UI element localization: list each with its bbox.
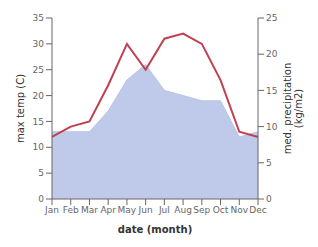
svg-text:date (month): date (month) [118, 224, 192, 235]
svg-text:max temp (C): max temp (C) [15, 74, 26, 143]
svg-text:30: 30 [33, 39, 45, 49]
svg-text:25: 25 [33, 65, 44, 75]
svg-text:15: 15 [33, 117, 44, 127]
svg-text:25: 25 [266, 13, 277, 23]
svg-text:Aug: Aug [174, 205, 192, 215]
svg-text:Dec: Dec [249, 205, 266, 215]
svg-text:Apr: Apr [100, 205, 116, 215]
svg-text:May: May [118, 205, 137, 215]
svg-text:5: 5 [38, 168, 44, 178]
svg-text:Jan: Jan [44, 205, 59, 215]
svg-text:0: 0 [38, 194, 44, 204]
svg-text:15: 15 [266, 86, 277, 96]
svg-text:5: 5 [266, 158, 272, 168]
svg-text:10: 10 [33, 142, 45, 152]
svg-text:Mar: Mar [81, 205, 98, 215]
svg-text:0: 0 [266, 194, 272, 204]
svg-text:10: 10 [266, 122, 278, 132]
svg-text:Sep: Sep [193, 205, 210, 215]
svg-text:Jun: Jun [138, 205, 153, 215]
svg-text:35: 35 [33, 13, 44, 23]
svg-text:Feb: Feb [63, 205, 79, 215]
svg-text:20: 20 [33, 91, 45, 101]
svg-text:med. precipitation(kg/m2): med. precipitation(kg/m2) [282, 63, 304, 155]
svg-text:Nov: Nov [230, 205, 248, 215]
svg-text:20: 20 [266, 49, 278, 59]
svg-text:Oct: Oct [213, 205, 229, 215]
svg-text:Jul: Jul [158, 205, 170, 215]
